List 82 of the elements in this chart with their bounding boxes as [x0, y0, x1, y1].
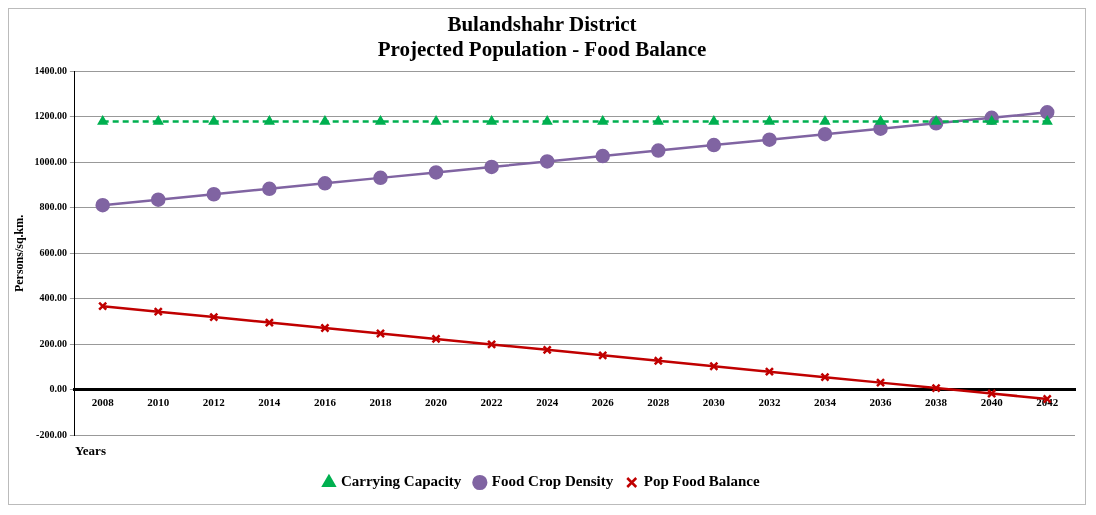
- x-tick-label: 2032: [758, 396, 781, 409]
- point: [373, 170, 388, 186]
- point: [486, 116, 497, 125]
- point: [209, 312, 219, 322]
- point: [875, 116, 886, 125]
- point: [875, 377, 886, 388]
- point: [595, 148, 610, 164]
- x-tick-label: 2008: [91, 396, 115, 409]
- point: [986, 116, 997, 125]
- point: [320, 116, 330, 125]
- chart-title: Bulandshahr District: [447, 12, 637, 37]
- point: [931, 383, 941, 393]
- y-tick-label: 800.00: [39, 201, 67, 213]
- x-tick-label: 2022: [480, 396, 504, 409]
- point: [150, 192, 166, 207]
- point: [484, 159, 499, 175]
- point: [762, 132, 777, 147]
- point: [264, 116, 275, 125]
- point: [651, 143, 666, 158]
- x-tick-label: 2030: [702, 396, 726, 409]
- point: [153, 306, 164, 317]
- point: [820, 372, 830, 382]
- point: [542, 345, 552, 355]
- x-tick-label: 2018: [369, 396, 392, 409]
- x-tick-label: 2026: [591, 396, 615, 409]
- point: [431, 116, 441, 125]
- legend-label: Pop Food Balance: [643, 473, 760, 490]
- point: [764, 366, 775, 377]
- y-tick-label: 600.00: [39, 246, 67, 258]
- point: [431, 334, 441, 344]
- point: [542, 116, 552, 125]
- x-axis-title: Years: [74, 442, 106, 458]
- point: [817, 126, 833, 142]
- point: [1042, 116, 1052, 125]
- x-tick-label: 2024: [536, 396, 559, 409]
- x-tick-label: 2010: [147, 396, 170, 409]
- point: [206, 187, 222, 202]
- x-tick-label: 2036: [869, 396, 893, 409]
- point: [709, 361, 719, 372]
- chart-subtitle: Projected Population - Food Balance: [377, 37, 707, 62]
- point: [653, 355, 664, 366]
- point: [95, 197, 110, 213]
- y-tick-label: 200.00: [39, 337, 67, 349]
- point: [986, 388, 997, 399]
- point: [320, 323, 330, 333]
- y-tick-label: -200.00: [36, 428, 67, 440]
- y-tick-label: 1000.00: [34, 155, 67, 167]
- point: [375, 328, 386, 339]
- point: [598, 116, 608, 125]
- y-tick-label: 1400.00: [34, 64, 67, 76]
- point: [317, 176, 333, 191]
- x-tick-label: 2020: [425, 396, 448, 409]
- x-tick-label: 2038: [925, 396, 948, 409]
- point: [153, 116, 163, 125]
- point: [264, 317, 275, 328]
- x-tick-label: 2016: [313, 396, 337, 409]
- point: [1039, 105, 1055, 120]
- point: [428, 165, 444, 180]
- point: [709, 116, 719, 125]
- point: [97, 116, 108, 125]
- point: [653, 116, 664, 125]
- point: [262, 181, 277, 197]
- y-tick-label: 400.00: [39, 292, 67, 304]
- y-tick-label: 1200.00: [34, 110, 67, 122]
- y-tick-label: 0.00: [49, 383, 67, 395]
- point: [820, 116, 830, 125]
- x-tick-label: 2028: [647, 396, 670, 409]
- x-tick-label: 2012: [202, 396, 226, 409]
- point: [539, 154, 555, 169]
- point: [764, 116, 775, 125]
- y-axis-title: Persons/sq.km.: [12, 214, 27, 293]
- point: [97, 301, 108, 311]
- x-tick-label: 2034: [813, 396, 837, 409]
- x-tick-label: 2040: [980, 396, 1004, 409]
- point: [375, 116, 386, 125]
- legend-label: Food Crop Density: [491, 473, 614, 490]
- point: [706, 137, 722, 153]
- legend-label: Carrying Capacity: [340, 473, 462, 490]
- x-tick-label: 2014: [258, 396, 281, 409]
- point: [209, 116, 219, 125]
- point: [486, 339, 497, 350]
- point: [597, 350, 608, 361]
